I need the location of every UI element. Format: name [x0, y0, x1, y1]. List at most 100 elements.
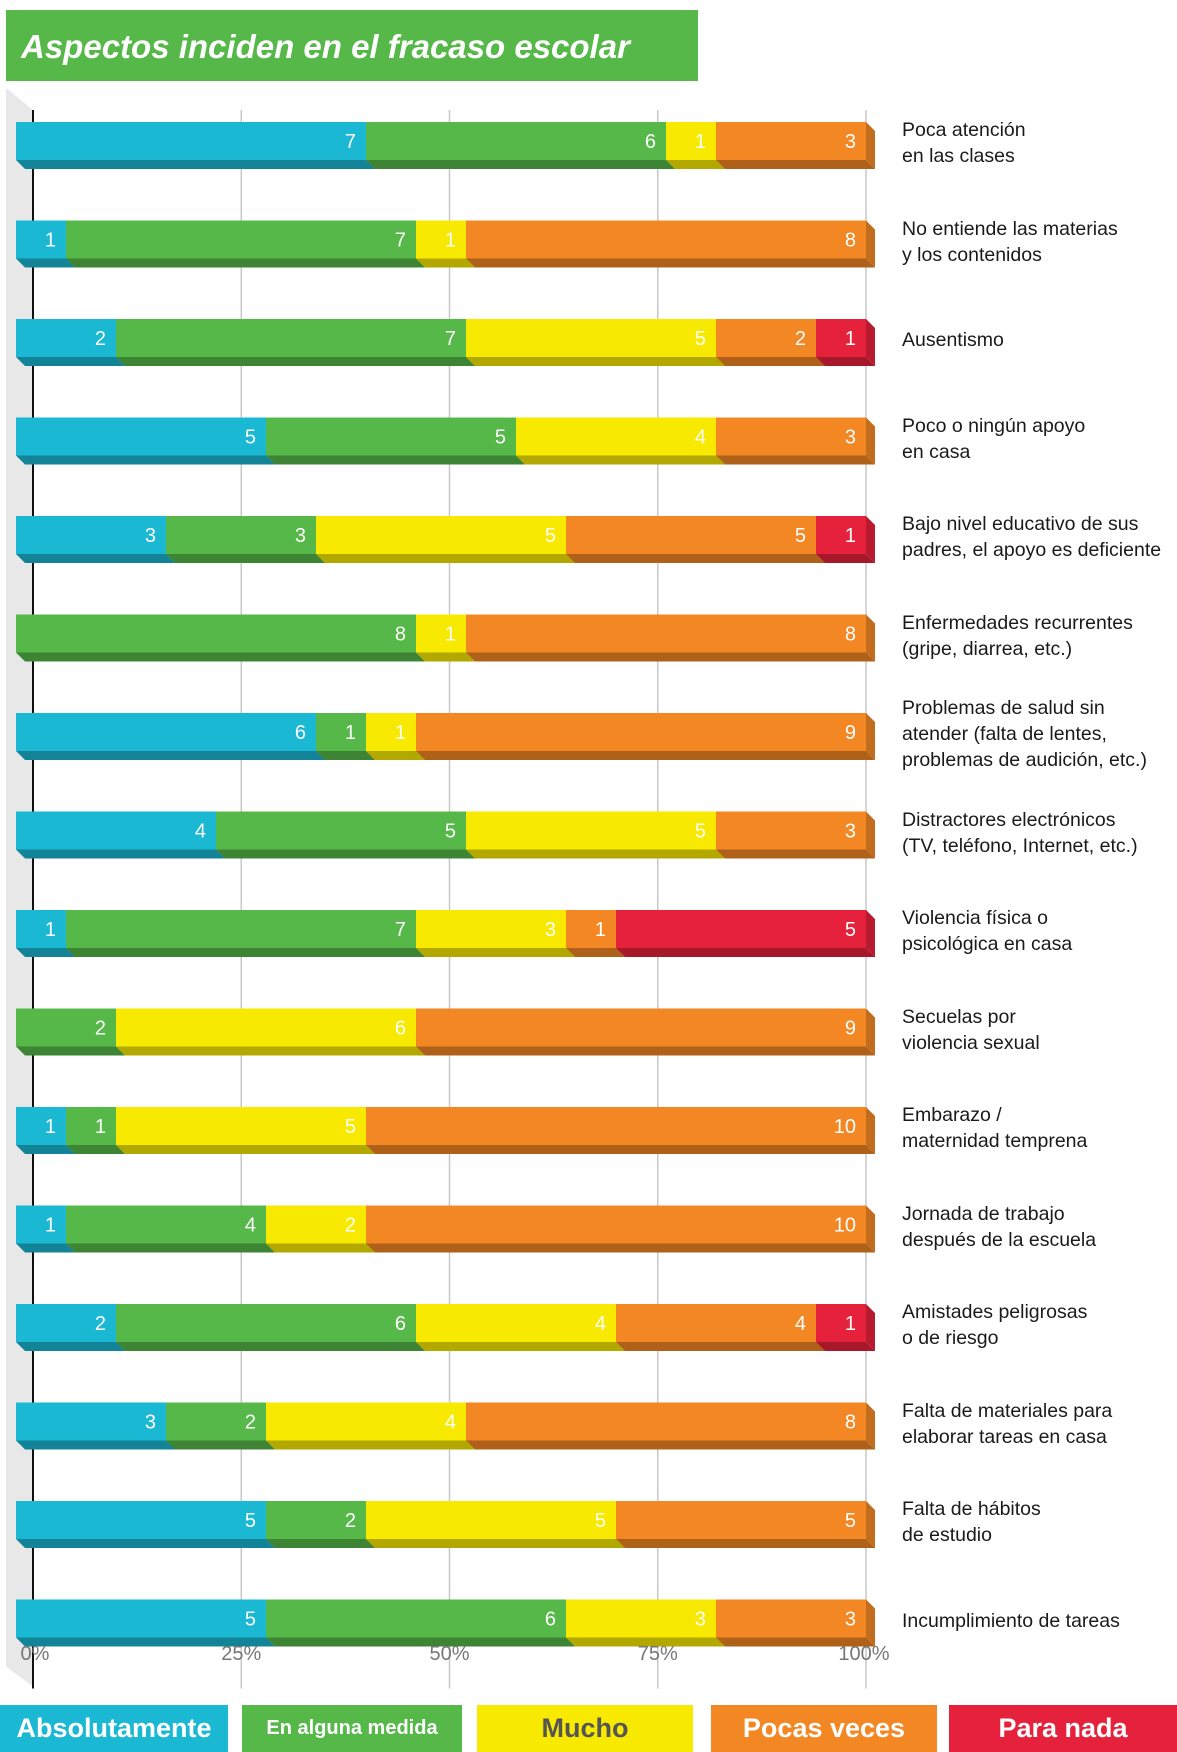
- bar-value-label: 6: [295, 722, 306, 744]
- category-label-line: violencia sexual: [902, 1031, 1040, 1054]
- bar-segment-bottom-face: [366, 1243, 875, 1253]
- bar-segment: [416, 1304, 616, 1342]
- bar-segment: [616, 1501, 866, 1539]
- category-label: Poca atención en las clases: [902, 117, 1172, 169]
- bar-value-label: 2: [345, 1510, 356, 1532]
- bar-segment: [266, 1501, 366, 1539]
- bar-value-label: 1: [45, 230, 56, 252]
- bar-segment-bottom-face: [366, 160, 675, 169]
- bar-segment-bottom-face: [716, 357, 825, 366]
- category-label-line: de estudio: [902, 1524, 992, 1546]
- bar-segment: [166, 516, 316, 554]
- bar-value-label: 5: [595, 1510, 606, 1532]
- bar-value-label: 4: [195, 821, 206, 843]
- bar-segment-bottom-face: [616, 948, 875, 957]
- bar-value-label: 2: [795, 328, 806, 350]
- category-label-line: Violencia física o: [902, 907, 1048, 929]
- bar-value-label: 6: [545, 1609, 556, 1631]
- bar-segment: [166, 1402, 266, 1441]
- category-label: No entiende las materias y los contenidos: [902, 216, 1172, 268]
- bar-segment-bottom-face: [16, 258, 75, 268]
- bar-segment: [366, 122, 666, 160]
- bar-value-label: 1: [395, 722, 406, 744]
- bar-value-label: 7: [395, 919, 406, 941]
- bar-segment: [16, 811, 216, 850]
- bar-value-label: 3: [845, 1609, 856, 1631]
- bar-value-label: 1: [45, 1116, 56, 1138]
- bar-value-label: 9: [845, 722, 856, 744]
- bar-value-label: 4: [795, 1313, 806, 1335]
- bar-segment-bottom-face: [16, 1440, 175, 1450]
- bar-value-label: 8: [395, 624, 406, 646]
- bar-segment: [16, 1599, 266, 1638]
- bar-segment-side-face: [866, 1402, 875, 1450]
- bar-segment-bottom-face: [16, 849, 225, 859]
- bar-segment: [16, 1501, 266, 1539]
- category-label-line: elaborar tareas en casa: [902, 1425, 1107, 1448]
- bar-segment-bottom-face: [566, 1637, 725, 1647]
- bar-segment-bottom-face: [66, 1243, 275, 1253]
- bar-segment-bottom-face: [416, 258, 475, 268]
- bar-segment-bottom-face: [16, 1243, 75, 1253]
- bar-segment-side-face: [866, 811, 875, 859]
- bar-value-label: 1: [845, 1313, 856, 1335]
- bar-segment-bottom-face: [466, 652, 875, 662]
- x-tick-label: 75%: [638, 1643, 678, 1665]
- legend-label: Pocas veces: [742, 1713, 906, 1743]
- bar-segment: [16, 122, 366, 160]
- bar-value-label: 8: [845, 1412, 856, 1434]
- bar-value-label: 5: [695, 821, 706, 843]
- bar-value-label: 2: [345, 1215, 356, 1237]
- bar-segment: [366, 713, 416, 751]
- bar-value-label: 5: [845, 919, 856, 941]
- bar-value-label: 1: [445, 230, 456, 252]
- bar-segment-bottom-face: [166, 554, 325, 563]
- category-label-line: maternidad temprena: [902, 1130, 1088, 1152]
- category-label-line: Distractores electrónicos: [902, 808, 1116, 831]
- bar-value-label: 5: [695, 328, 706, 350]
- bar-value-label: 10: [834, 1116, 856, 1138]
- bar-segment-bottom-face: [466, 258, 875, 268]
- bar-segment-bottom-face: [116, 1046, 425, 1056]
- bar-segment: [416, 713, 866, 751]
- bar-value-label: 3: [295, 525, 306, 547]
- bar-value-label: 4: [595, 1313, 606, 1335]
- bar-value-label: 5: [245, 1609, 256, 1631]
- bar-segment-bottom-face: [816, 554, 875, 563]
- bar-segment-bottom-face: [16, 1539, 275, 1548]
- bar-value-label: 5: [445, 821, 456, 843]
- bar-segment-bottom-face: [566, 948, 625, 957]
- bar-segment: [716, 319, 816, 357]
- bar-value-label: 1: [45, 919, 56, 941]
- x-tick-label: 0%: [21, 1643, 50, 1665]
- category-label: Embarazo / maternidad temprena: [902, 1102, 1172, 1154]
- category-label-line: Poca atención: [902, 119, 1026, 141]
- bar-value-label: 7: [395, 230, 406, 252]
- category-label-line: problemas de audición, etc.): [902, 749, 1147, 771]
- bar-segment-bottom-face: [16, 652, 425, 662]
- bar-segment-bottom-face: [116, 357, 475, 366]
- bar-segment-bottom-face: [366, 1145, 875, 1154]
- bar-segment-bottom-face: [16, 948, 75, 957]
- bar-value-label: 6: [645, 131, 656, 153]
- bar-segment: [716, 1599, 866, 1638]
- legend-item: Absolutamente: [0, 1705, 228, 1752]
- bar-value-label: 1: [845, 328, 856, 350]
- bar-segment-bottom-face: [266, 1440, 475, 1450]
- bar-segment: [66, 1205, 266, 1244]
- category-label-line: en casa: [902, 440, 971, 463]
- bar-segment: [466, 811, 716, 850]
- bar-segment: [116, 1304, 416, 1342]
- category-label: Secuelas por violencia sexual: [902, 1004, 1172, 1056]
- bar-segment-bottom-face: [16, 160, 375, 169]
- bar-segment-bottom-face: [16, 455, 275, 465]
- bar-value-label: 8: [845, 624, 856, 646]
- bar-value-label: 5: [795, 525, 806, 547]
- bar-segment: [16, 1205, 66, 1244]
- bar-value-label: 3: [845, 131, 856, 153]
- bar-value-label: 1: [95, 1116, 106, 1138]
- bar-segment-side-face: [866, 1599, 875, 1647]
- stacked-bar-chart: 7 6 1 3 1 7 1 8 2 7 5 2 1 5 5 4 3 3 3 5 5 1 8 1 8 6 1 1 9 4 5 5 3 1 7 3 1 5 2 6…: [6, 88, 890, 1689]
- bar-segment: [16, 516, 166, 554]
- bar-segment-bottom-face: [466, 849, 725, 859]
